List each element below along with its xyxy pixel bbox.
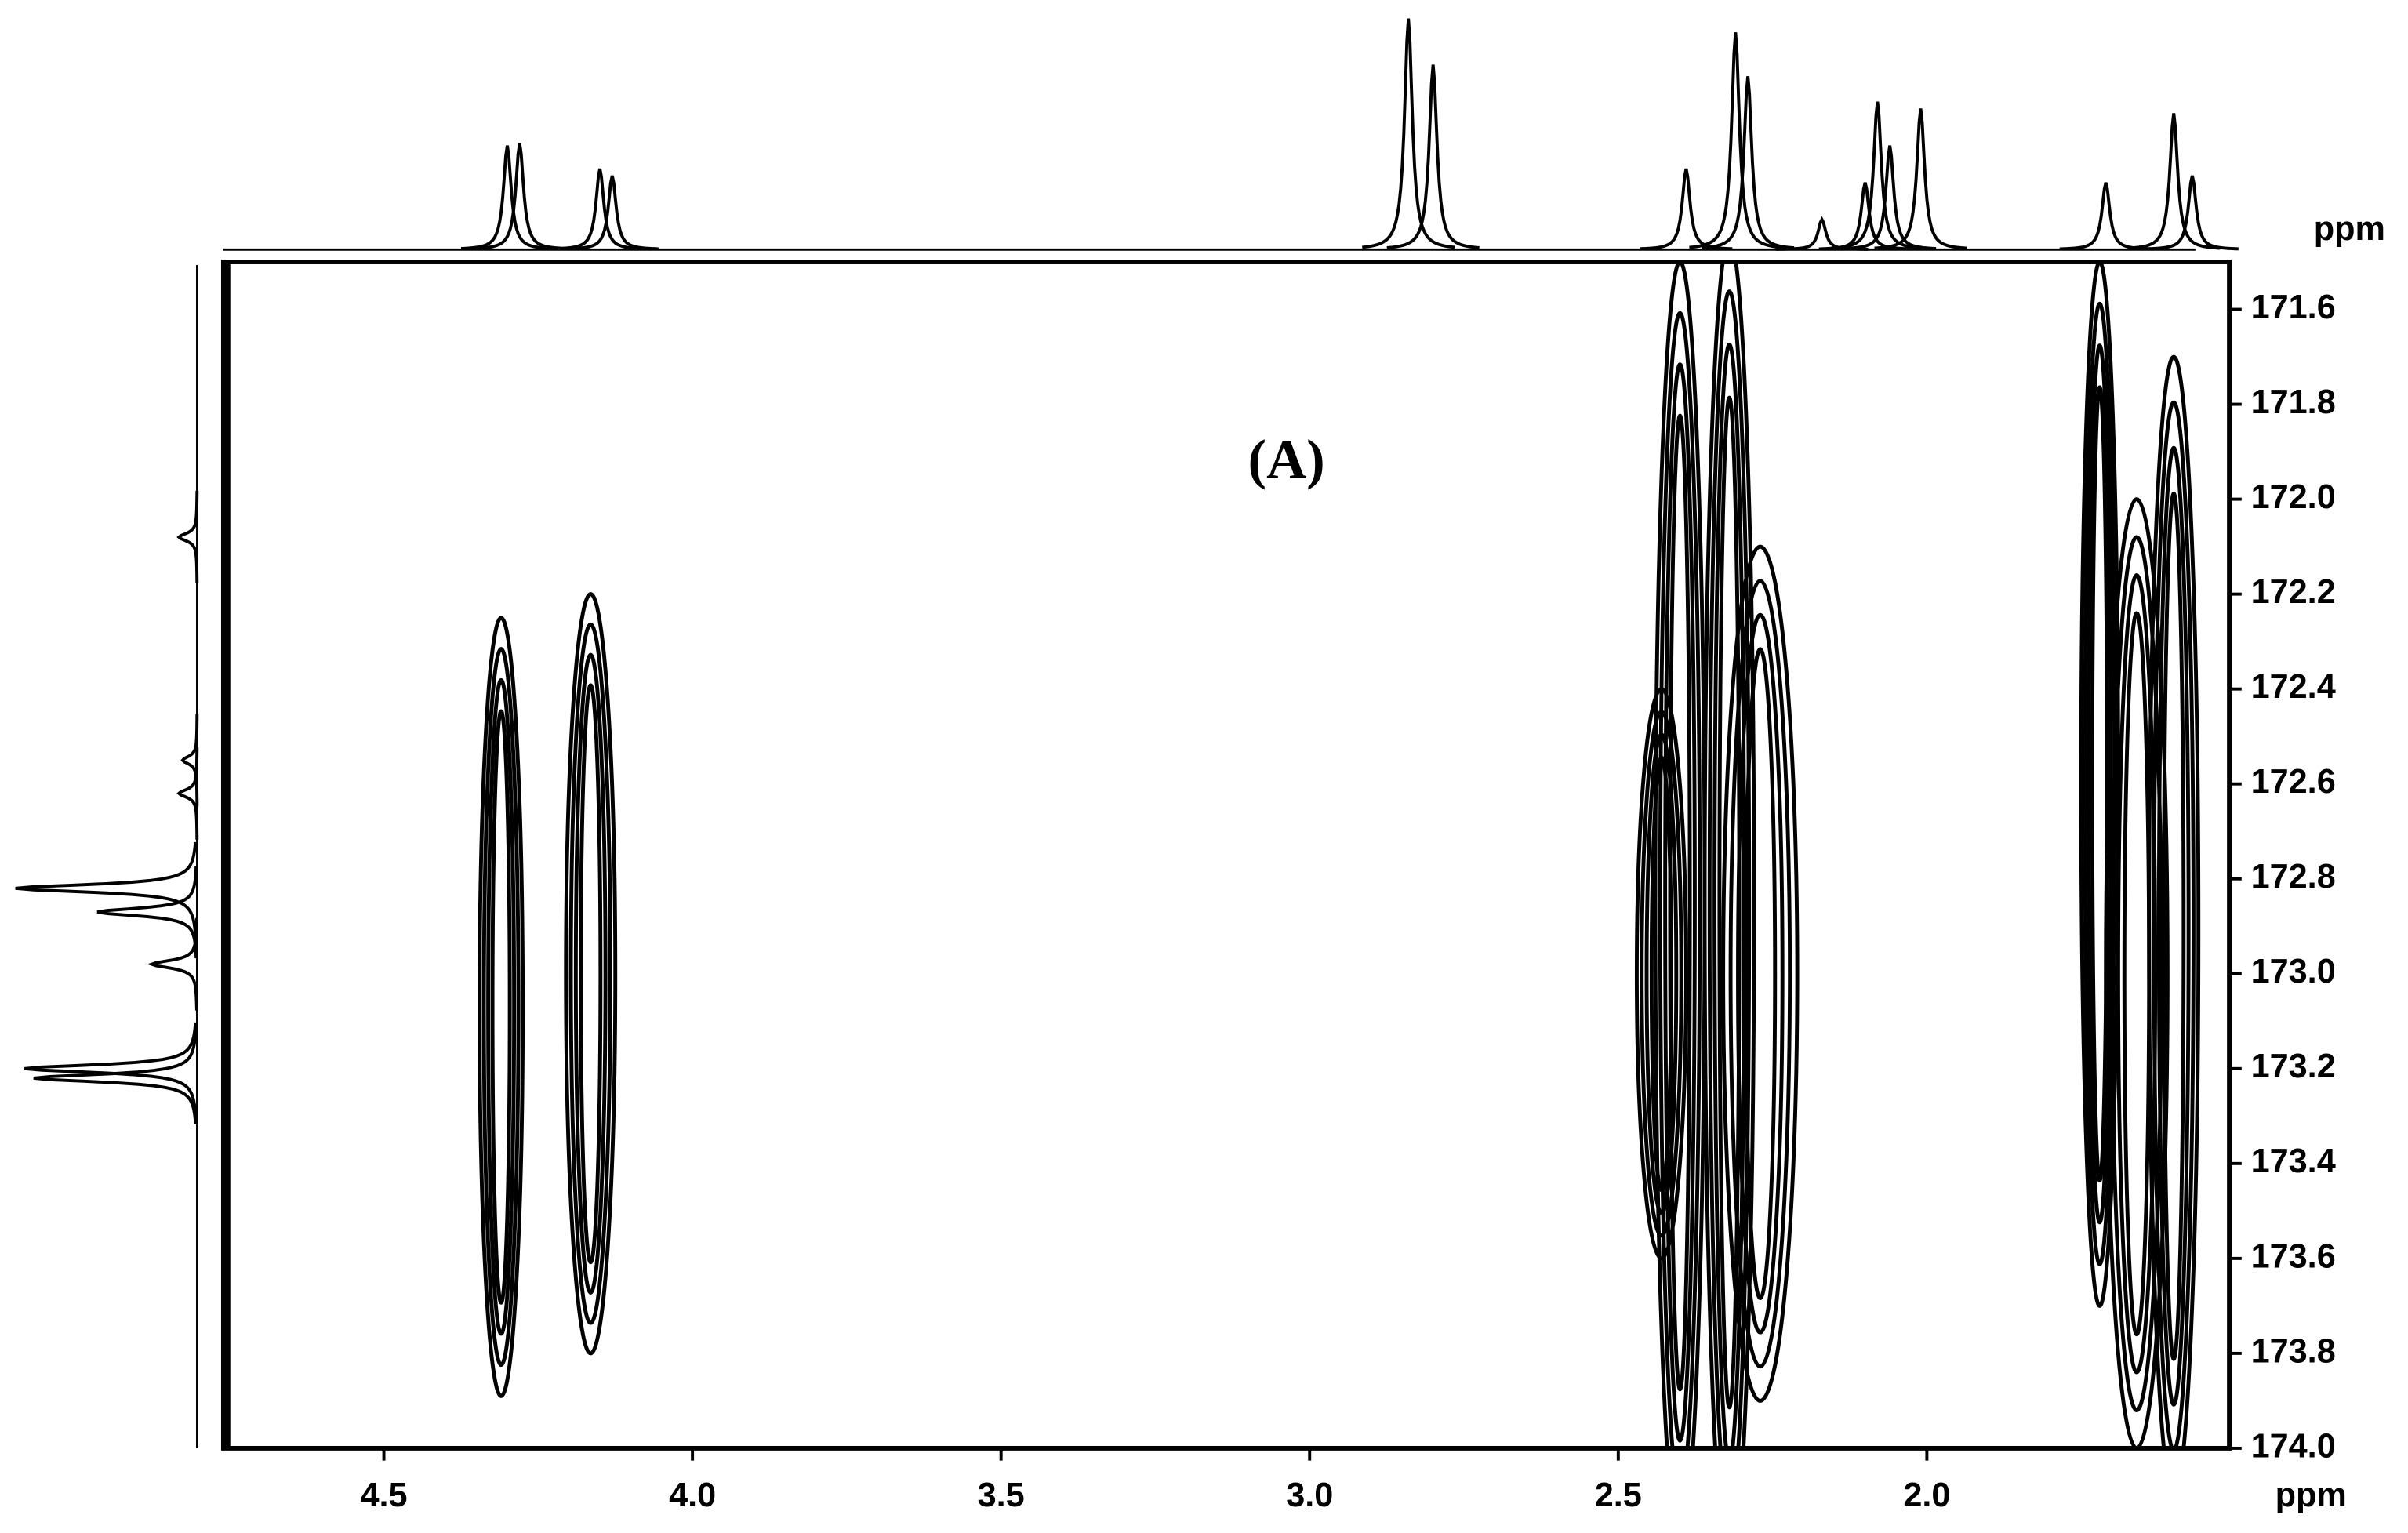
x-tick-label: 2.5 <box>1595 1477 1642 1514</box>
x-tick-label: 4.0 <box>669 1477 716 1514</box>
top-projection-peak <box>2127 113 2221 250</box>
cross-peak-contour <box>564 592 618 1356</box>
top-projection-peak <box>565 175 659 251</box>
top-projection-peak <box>1362 18 1455 249</box>
cross-peak-contour <box>2104 497 2170 1448</box>
cross-peak-contour <box>2087 343 2113 1225</box>
y-tick-label: 173.8 <box>2251 1332 2336 1370</box>
top-projection-peak <box>1640 168 1733 251</box>
cross-peak-contour <box>1736 612 1785 1335</box>
plot-frame <box>220 260 2232 1451</box>
cross-peak-contour <box>1658 311 1702 1448</box>
cross-peak-contour <box>1668 413 1692 1392</box>
x-tick-label: 3.5 <box>978 1477 1025 1514</box>
cross-peak-contour <box>2122 611 2152 1337</box>
cross-peak-contour <box>573 652 608 1295</box>
cross-peak-contour <box>1663 362 1697 1443</box>
y-tick-label: 172.2 <box>2251 573 2336 611</box>
top-projection-peak <box>554 168 647 251</box>
cross-peak-contour <box>2110 535 2163 1412</box>
y-tick-label: 173.6 <box>2251 1237 2336 1275</box>
left-projection-peak <box>15 841 198 935</box>
y-tick-label: 173.4 <box>2251 1142 2336 1180</box>
y-tick-label: 172.4 <box>2251 668 2336 706</box>
cross-peak-contour <box>2079 262 2120 1308</box>
y-tick-label: 172.8 <box>2251 858 2336 895</box>
x-tick-label: 2.0 <box>1903 1477 1950 1514</box>
top-projection-peak <box>473 143 566 250</box>
y-tick-label: 171.6 <box>2251 289 2336 326</box>
y-tick-label: 173.2 <box>2251 1048 2336 1085</box>
cross-peak-contour <box>1707 289 1752 1448</box>
y-axis-label: ppm <box>2314 210 2385 248</box>
cross-peak-contour <box>478 616 525 1398</box>
top-projection-peak <box>2059 182 2152 251</box>
y-tick-label: 171.8 <box>2251 383 2336 421</box>
cross-peak-contour <box>481 647 521 1368</box>
cross-peak-contour <box>1702 262 1756 1448</box>
left-projection-peak <box>176 491 199 583</box>
cross-peak-contour <box>490 709 512 1305</box>
cross-peak-contour <box>486 677 517 1336</box>
cross-peak-contour <box>2147 354 2201 1448</box>
left-projection-peak <box>176 747 199 840</box>
cross-peak-contour <box>2156 445 2191 1407</box>
left-projection-peak <box>147 917 198 1011</box>
cross-peak-contour <box>568 622 612 1325</box>
cross-peak-contour <box>579 683 603 1265</box>
left-projection-peak <box>33 1031 198 1124</box>
cross-peak-contour <box>1743 647 1778 1301</box>
x-axis-label: ppm <box>2275 1477 2347 1514</box>
top-projection-peak <box>1843 145 1937 250</box>
cross-peak-contour <box>2162 491 2186 1361</box>
cross-peak-contour <box>2152 400 2196 1448</box>
top-projection-peak <box>1386 64 1480 249</box>
x-tick-label: 3.0 <box>1286 1477 1333 1514</box>
annotation: (A) <box>1248 430 1325 491</box>
y-tick-label: 173.0 <box>2251 953 2336 990</box>
top-projection-peak <box>1689 32 1782 249</box>
top-projection-peak <box>1874 108 1967 250</box>
contour-layer <box>478 262 2201 1448</box>
top-projection-peak <box>1702 76 1795 250</box>
cross-peak-contour <box>1728 579 1792 1369</box>
top-projection-peak <box>2145 175 2239 251</box>
x-tick-label: 4.5 <box>361 1477 408 1514</box>
top-projection-peak <box>1831 101 1924 250</box>
left-projection-peak <box>24 1022 198 1115</box>
y-tick-label: 174.0 <box>2251 1427 2336 1465</box>
left-projection-peak <box>180 714 199 807</box>
cross-peak-contour <box>1721 544 1800 1403</box>
y-tick-label: 172.6 <box>2251 763 2336 801</box>
y-tick-label: 172.0 <box>2251 478 2336 516</box>
